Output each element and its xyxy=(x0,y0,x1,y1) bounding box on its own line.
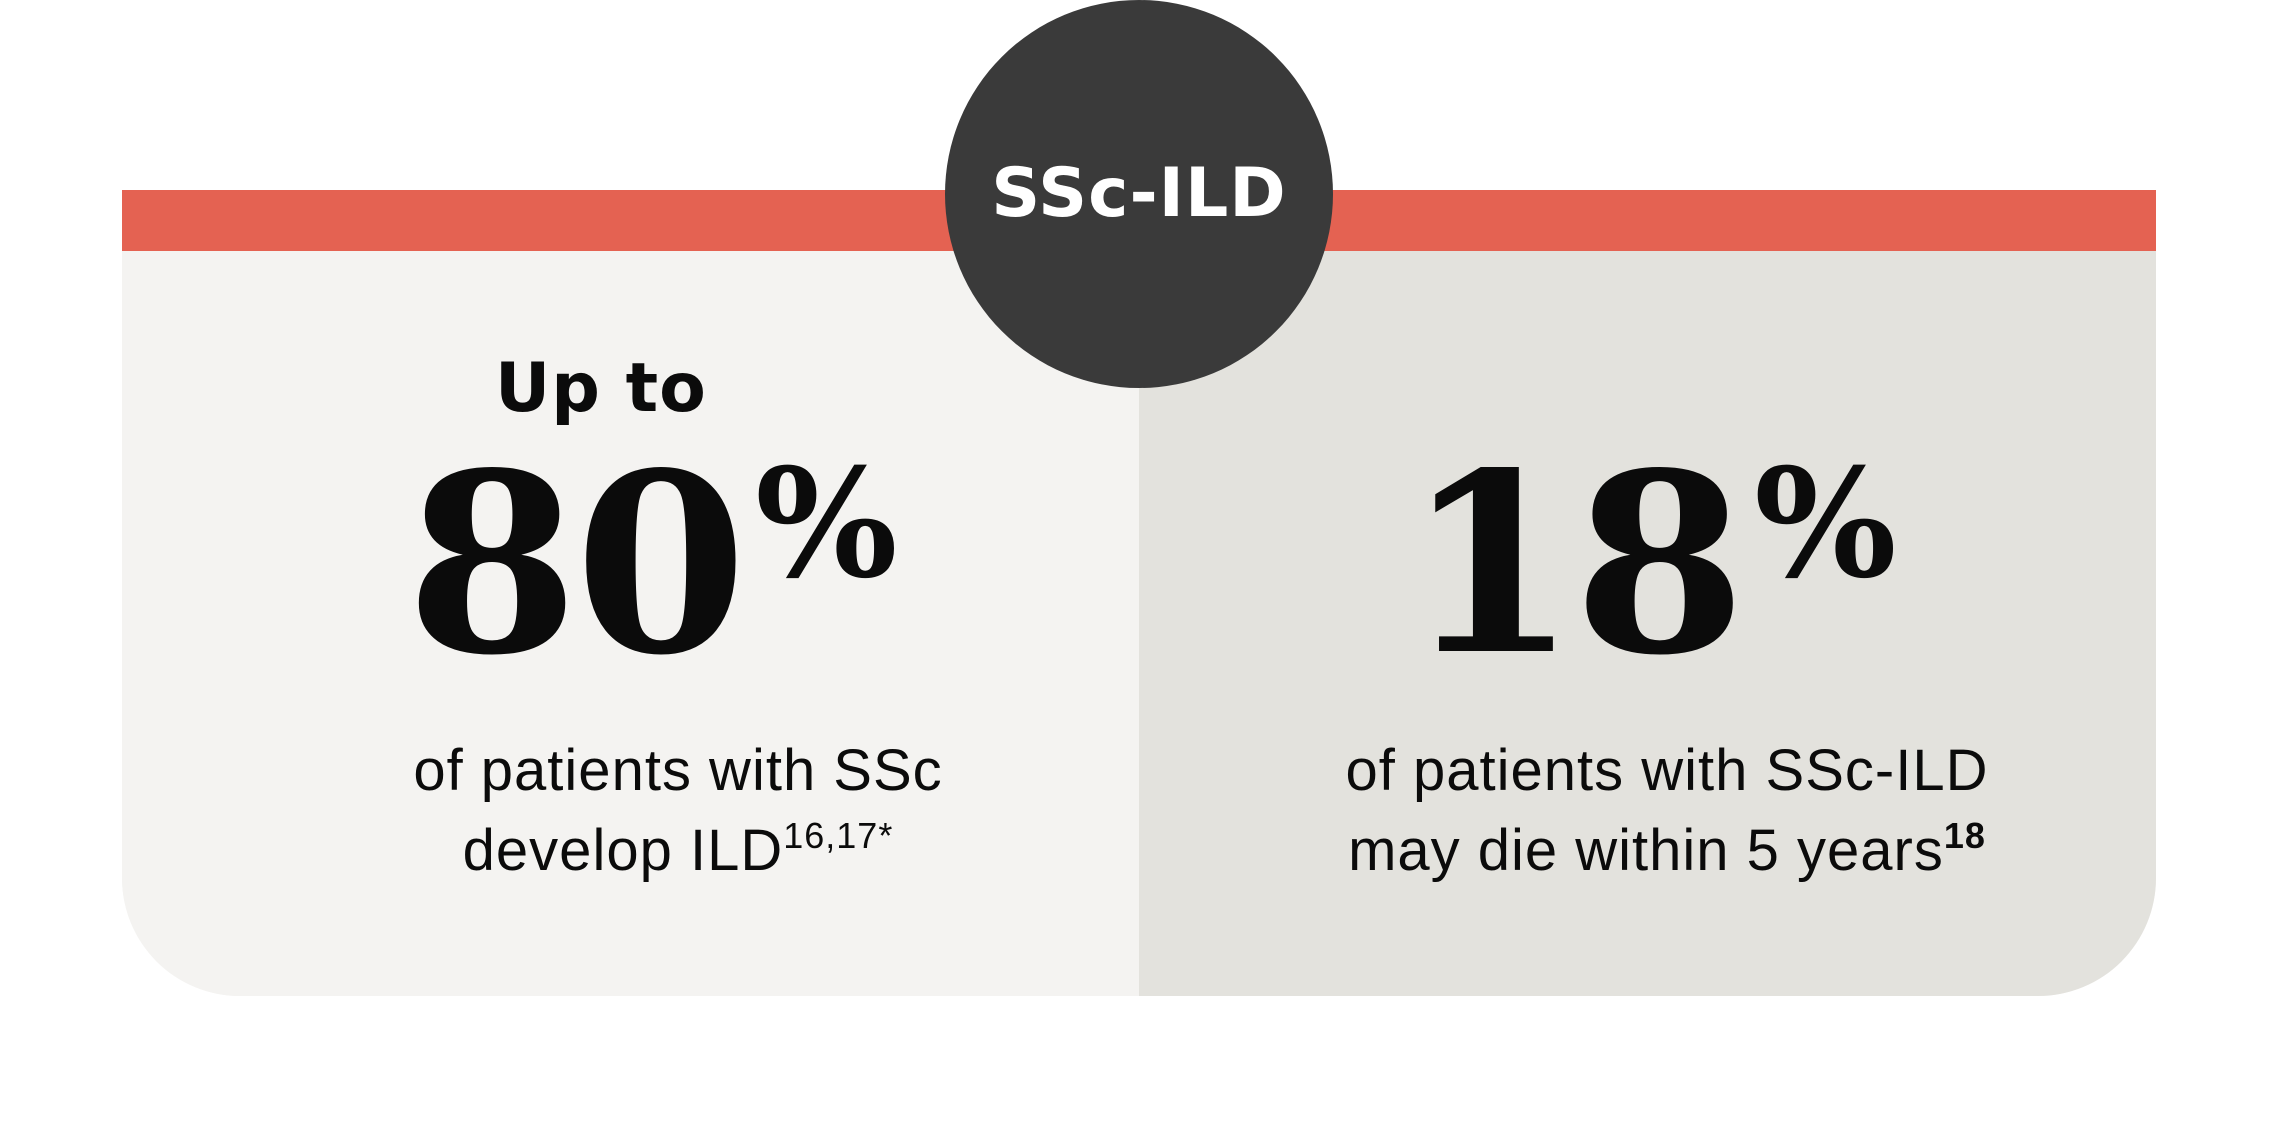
footnote-mark: * xyxy=(878,815,894,856)
citation-superscript: 18 xyxy=(1943,815,1986,856)
citation-superscript: 16,17 xyxy=(783,815,879,856)
percent-sign: % xyxy=(755,436,898,612)
title-badge: SSc-ILD xyxy=(945,0,1333,388)
caption-text: develop ILD xyxy=(462,818,784,883)
caption-text: may die within 5 years xyxy=(1348,818,1944,883)
stat-number: 18 xyxy=(1405,419,1746,710)
stat-value-18-percent: 18 % xyxy=(1405,419,1897,710)
stat-lead-in: Up to xyxy=(495,349,707,428)
left-stat-panel xyxy=(122,251,1139,996)
right-stat-panel xyxy=(1139,251,2156,996)
stat-value-80-percent: 80 % xyxy=(406,419,898,710)
caption-line: develop ILD16,17* xyxy=(298,811,1058,891)
caption-line: may die within 5 years18 xyxy=(1287,811,2047,891)
stat-caption-right: of patients with SSc-ILD may die within … xyxy=(1287,731,2047,891)
caption-line: of patients with SSc-ILD xyxy=(1345,738,1989,803)
percent-sign: % xyxy=(1754,436,1897,612)
stat-caption-left: of patients with SSc develop ILD16,17* xyxy=(298,731,1058,891)
page-title: SSc-ILD xyxy=(991,154,1287,233)
caption-line: of patients with SSc xyxy=(413,738,943,803)
stat-number: 80 xyxy=(406,419,747,710)
